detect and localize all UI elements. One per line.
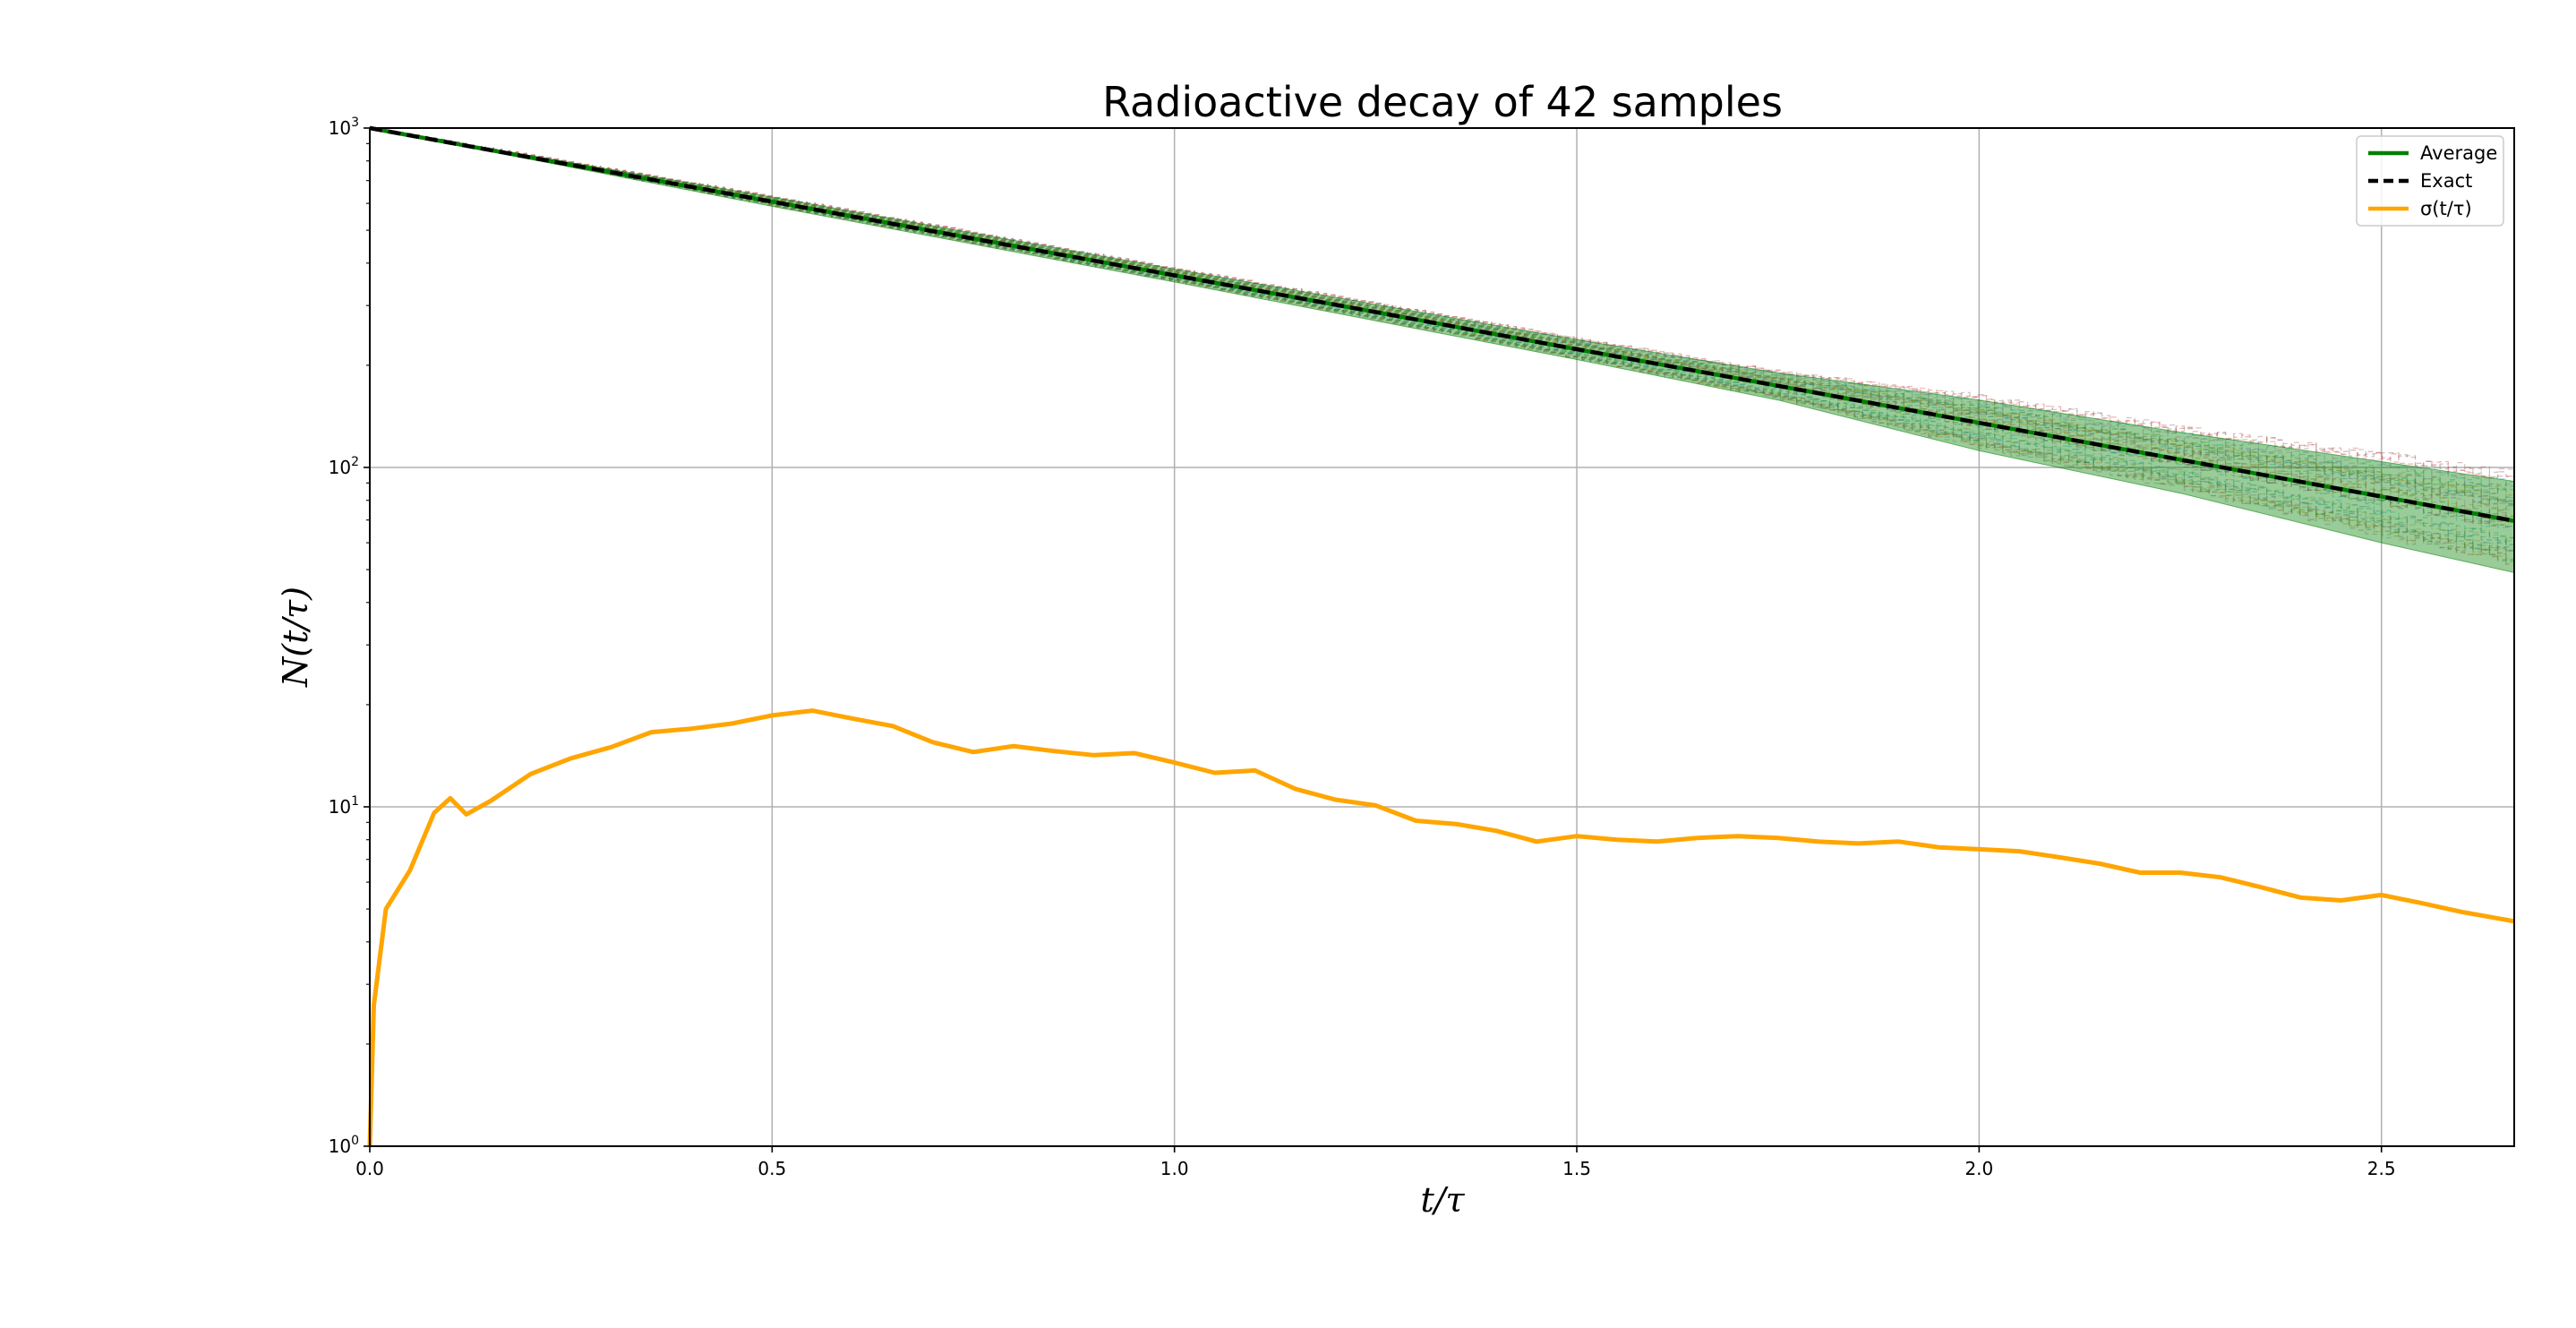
x-tick-label: 1.5 [1562,1158,1591,1179]
y-tick-label: 102 [329,455,359,478]
x-tick-label: 0.0 [355,1158,384,1179]
sample-trace [370,127,2515,505]
plot-frame [369,127,2515,1147]
sample-trace [370,127,2515,487]
legend-label: Exact [2420,170,2472,192]
legend: Average Exact σ(t/τ) [2356,135,2504,227]
sample-trace [370,127,2515,505]
sample-trace [370,127,2515,552]
sample-trace [370,127,2515,499]
sample-trace [370,127,2515,505]
grid-lines [370,128,2514,1146]
sample-trace [370,127,2514,502]
sample-trace [370,127,2515,560]
sample-trace [370,127,2515,481]
sample-trace [370,127,2515,501]
series-lines [367,125,2515,1147]
y-tick-label: 100 [329,1134,359,1157]
sample-trace [370,127,2515,498]
sample-trace [370,127,2515,565]
x-tick-label: 2.0 [1964,1158,1993,1179]
y-axis-label: N(t/τ) [276,587,315,688]
sample-trace [370,127,2515,555]
chart-title: Radioactive decay of 42 samples [1102,78,1783,126]
x-tick-label: 2.5 [2367,1158,2396,1179]
legend-label: Average [2420,142,2497,164]
y-axis-ticks: 100 101 102 103 [329,116,370,1157]
x-tick-label: 0.5 [757,1158,786,1179]
sample-trace [370,127,2515,563]
x-axis-ticks: 0.0 0.5 1.0 1.5 2.0 2.5 [355,1146,2396,1179]
sample-trace [370,127,2515,479]
sample-trace [370,127,2515,514]
y-tick-label: 103 [329,116,359,139]
sample-trace [370,127,2515,552]
sample-trace [370,127,2515,510]
legend-label: σ(t/τ) [2420,198,2472,219]
series-line-2 [367,708,2515,1147]
sample-trace [370,127,2515,493]
sample-trace [370,127,2515,563]
sample-trace [370,127,2515,558]
x-axis-label: t/τ [1420,1180,1465,1220]
y-tick-label: 101 [329,794,359,818]
series-line-0 [369,125,2515,523]
x-tick-label: 1.0 [1160,1158,1189,1179]
sample-trace [370,127,2515,501]
sample-trace [370,127,2515,563]
sample-trace [370,127,2515,550]
legend-box [2356,135,2504,227]
